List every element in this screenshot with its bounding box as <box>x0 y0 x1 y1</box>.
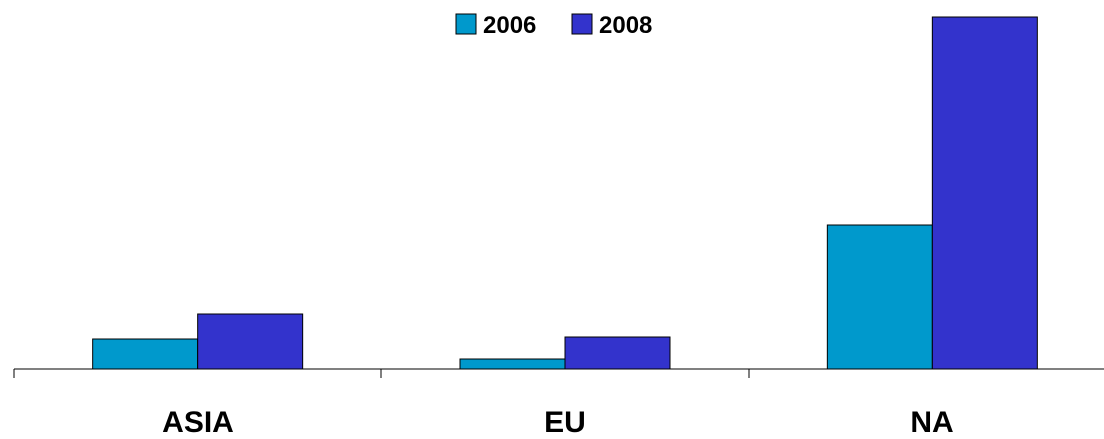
category-label-eu: EU <box>544 406 586 439</box>
category-labels: ASIA EU NA <box>162 406 954 439</box>
legend-label-2008: 2008 <box>599 12 652 39</box>
legend-label-2006: 2006 <box>483 12 536 39</box>
bar-eu-2006 <box>459 358 566 370</box>
bar-eu-2008 <box>564 336 671 370</box>
legend-swatch-2006 <box>455 13 477 35</box>
bar-asia-2006 <box>92 338 199 370</box>
bar-na-2006 <box>826 224 933 370</box>
x-axis-ticks <box>13 369 750 378</box>
bar-asia-2008 <box>197 313 304 370</box>
category-label-asia: ASIA <box>162 406 234 439</box>
legend-swatch-2008 <box>571 13 593 35</box>
bars-group <box>92 16 1038 370</box>
legend: 2006 2008 <box>455 12 652 39</box>
bar-na-2008 <box>931 16 1038 370</box>
category-label-na: NA <box>910 406 953 439</box>
